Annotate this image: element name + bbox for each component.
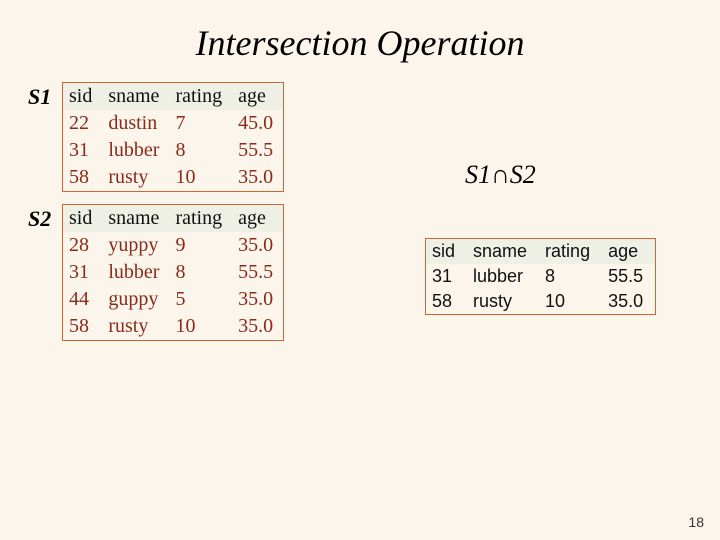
cell: 22 [63, 110, 102, 137]
cell: 5 [169, 286, 232, 313]
cell: 55.5 [602, 264, 655, 289]
page-title: Intersection Operation [0, 0, 720, 82]
cell: 9 [169, 232, 232, 259]
cell: guppy [102, 286, 169, 313]
table-row: 22 dustin 7 45.0 [63, 110, 283, 137]
col-header: sid [426, 239, 467, 264]
table-row: 31 lubber 8 55.5 [63, 137, 283, 164]
cell: 8 [169, 259, 232, 286]
s2-table: sid sname rating age 28 yuppy 9 35.0 31 … [63, 205, 283, 340]
s2-header-row: sid sname rating age [63, 205, 283, 232]
cell: 31 [63, 137, 102, 164]
formula-left: S1 [465, 160, 491, 189]
cell: rusty [102, 164, 169, 191]
cell: rusty [102, 313, 169, 340]
result-table: sid sname rating age 31 lubber 8 55.5 58… [426, 239, 655, 314]
table-row: 58 rusty 10 35.0 [63, 313, 283, 340]
cell: 10 [169, 164, 232, 191]
cell: 55.5 [232, 259, 283, 286]
table-row: 31 lubber 8 55.5 [426, 264, 655, 289]
cell: yuppy [102, 232, 169, 259]
table-row: 28 yuppy 9 35.0 [63, 232, 283, 259]
table-row: 44 guppy 5 35.0 [63, 286, 283, 313]
table-row: 58 rusty 10 35.0 [63, 164, 283, 191]
cell: 58 [426, 289, 467, 314]
cell: 8 [169, 137, 232, 164]
col-header: rating [169, 205, 232, 232]
table-row: 31 lubber 8 55.5 [63, 259, 283, 286]
cell: 7 [169, 110, 232, 137]
result-header-row: sid sname rating age [426, 239, 655, 264]
cell: 35.0 [232, 232, 283, 259]
col-header: sname [102, 205, 169, 232]
cell: lubber [467, 264, 539, 289]
s2-table-wrap: sid sname rating age 28 yuppy 9 35.0 31 … [62, 204, 284, 341]
result-table-wrap: sid sname rating age 31 lubber 8 55.5 58… [425, 238, 656, 315]
cell: 45.0 [232, 110, 283, 137]
cell: 31 [426, 264, 467, 289]
col-header: age [232, 83, 283, 110]
cell: rusty [467, 289, 539, 314]
cell: 28 [63, 232, 102, 259]
cell: dustin [102, 110, 169, 137]
s1-header-row: sid sname rating age [63, 83, 283, 110]
col-header: rating [539, 239, 602, 264]
col-header: sname [102, 83, 169, 110]
col-header: sid [63, 205, 102, 232]
cell: 8 [539, 264, 602, 289]
s2-label: S2 [28, 206, 62, 232]
cell: 35.0 [232, 164, 283, 191]
cell: 35.0 [232, 286, 283, 313]
content-area: S1 sid sname rating age 22 dustin 7 45.0… [0, 82, 720, 341]
cell: 55.5 [232, 137, 283, 164]
cell: 35.0 [602, 289, 655, 314]
s1-table: sid sname rating age 22 dustin 7 45.0 31… [63, 83, 283, 191]
col-header: age [232, 205, 283, 232]
intersection-formula: S1∩S2 [465, 160, 656, 190]
cell: 58 [63, 164, 102, 191]
s1-label: S1 [28, 84, 62, 110]
cell: 10 [169, 313, 232, 340]
intersection-symbol: ∩ [491, 160, 510, 189]
page-number: 18 [688, 514, 704, 530]
cell: lubber [102, 259, 169, 286]
cell: 35.0 [232, 313, 283, 340]
cell: 10 [539, 289, 602, 314]
table-row: 58 rusty 10 35.0 [426, 289, 655, 314]
cell: 31 [63, 259, 102, 286]
col-header: sname [467, 239, 539, 264]
col-header: sid [63, 83, 102, 110]
result-area: S1∩S2 sid sname rating age 31 lubber 8 5… [425, 82, 656, 320]
col-header: rating [169, 83, 232, 110]
cell: lubber [102, 137, 169, 164]
col-header: age [602, 239, 655, 264]
s1-table-wrap: sid sname rating age 22 dustin 7 45.0 31… [62, 82, 284, 192]
formula-right: S2 [510, 160, 536, 189]
cell: 58 [63, 313, 102, 340]
cell: 44 [63, 286, 102, 313]
